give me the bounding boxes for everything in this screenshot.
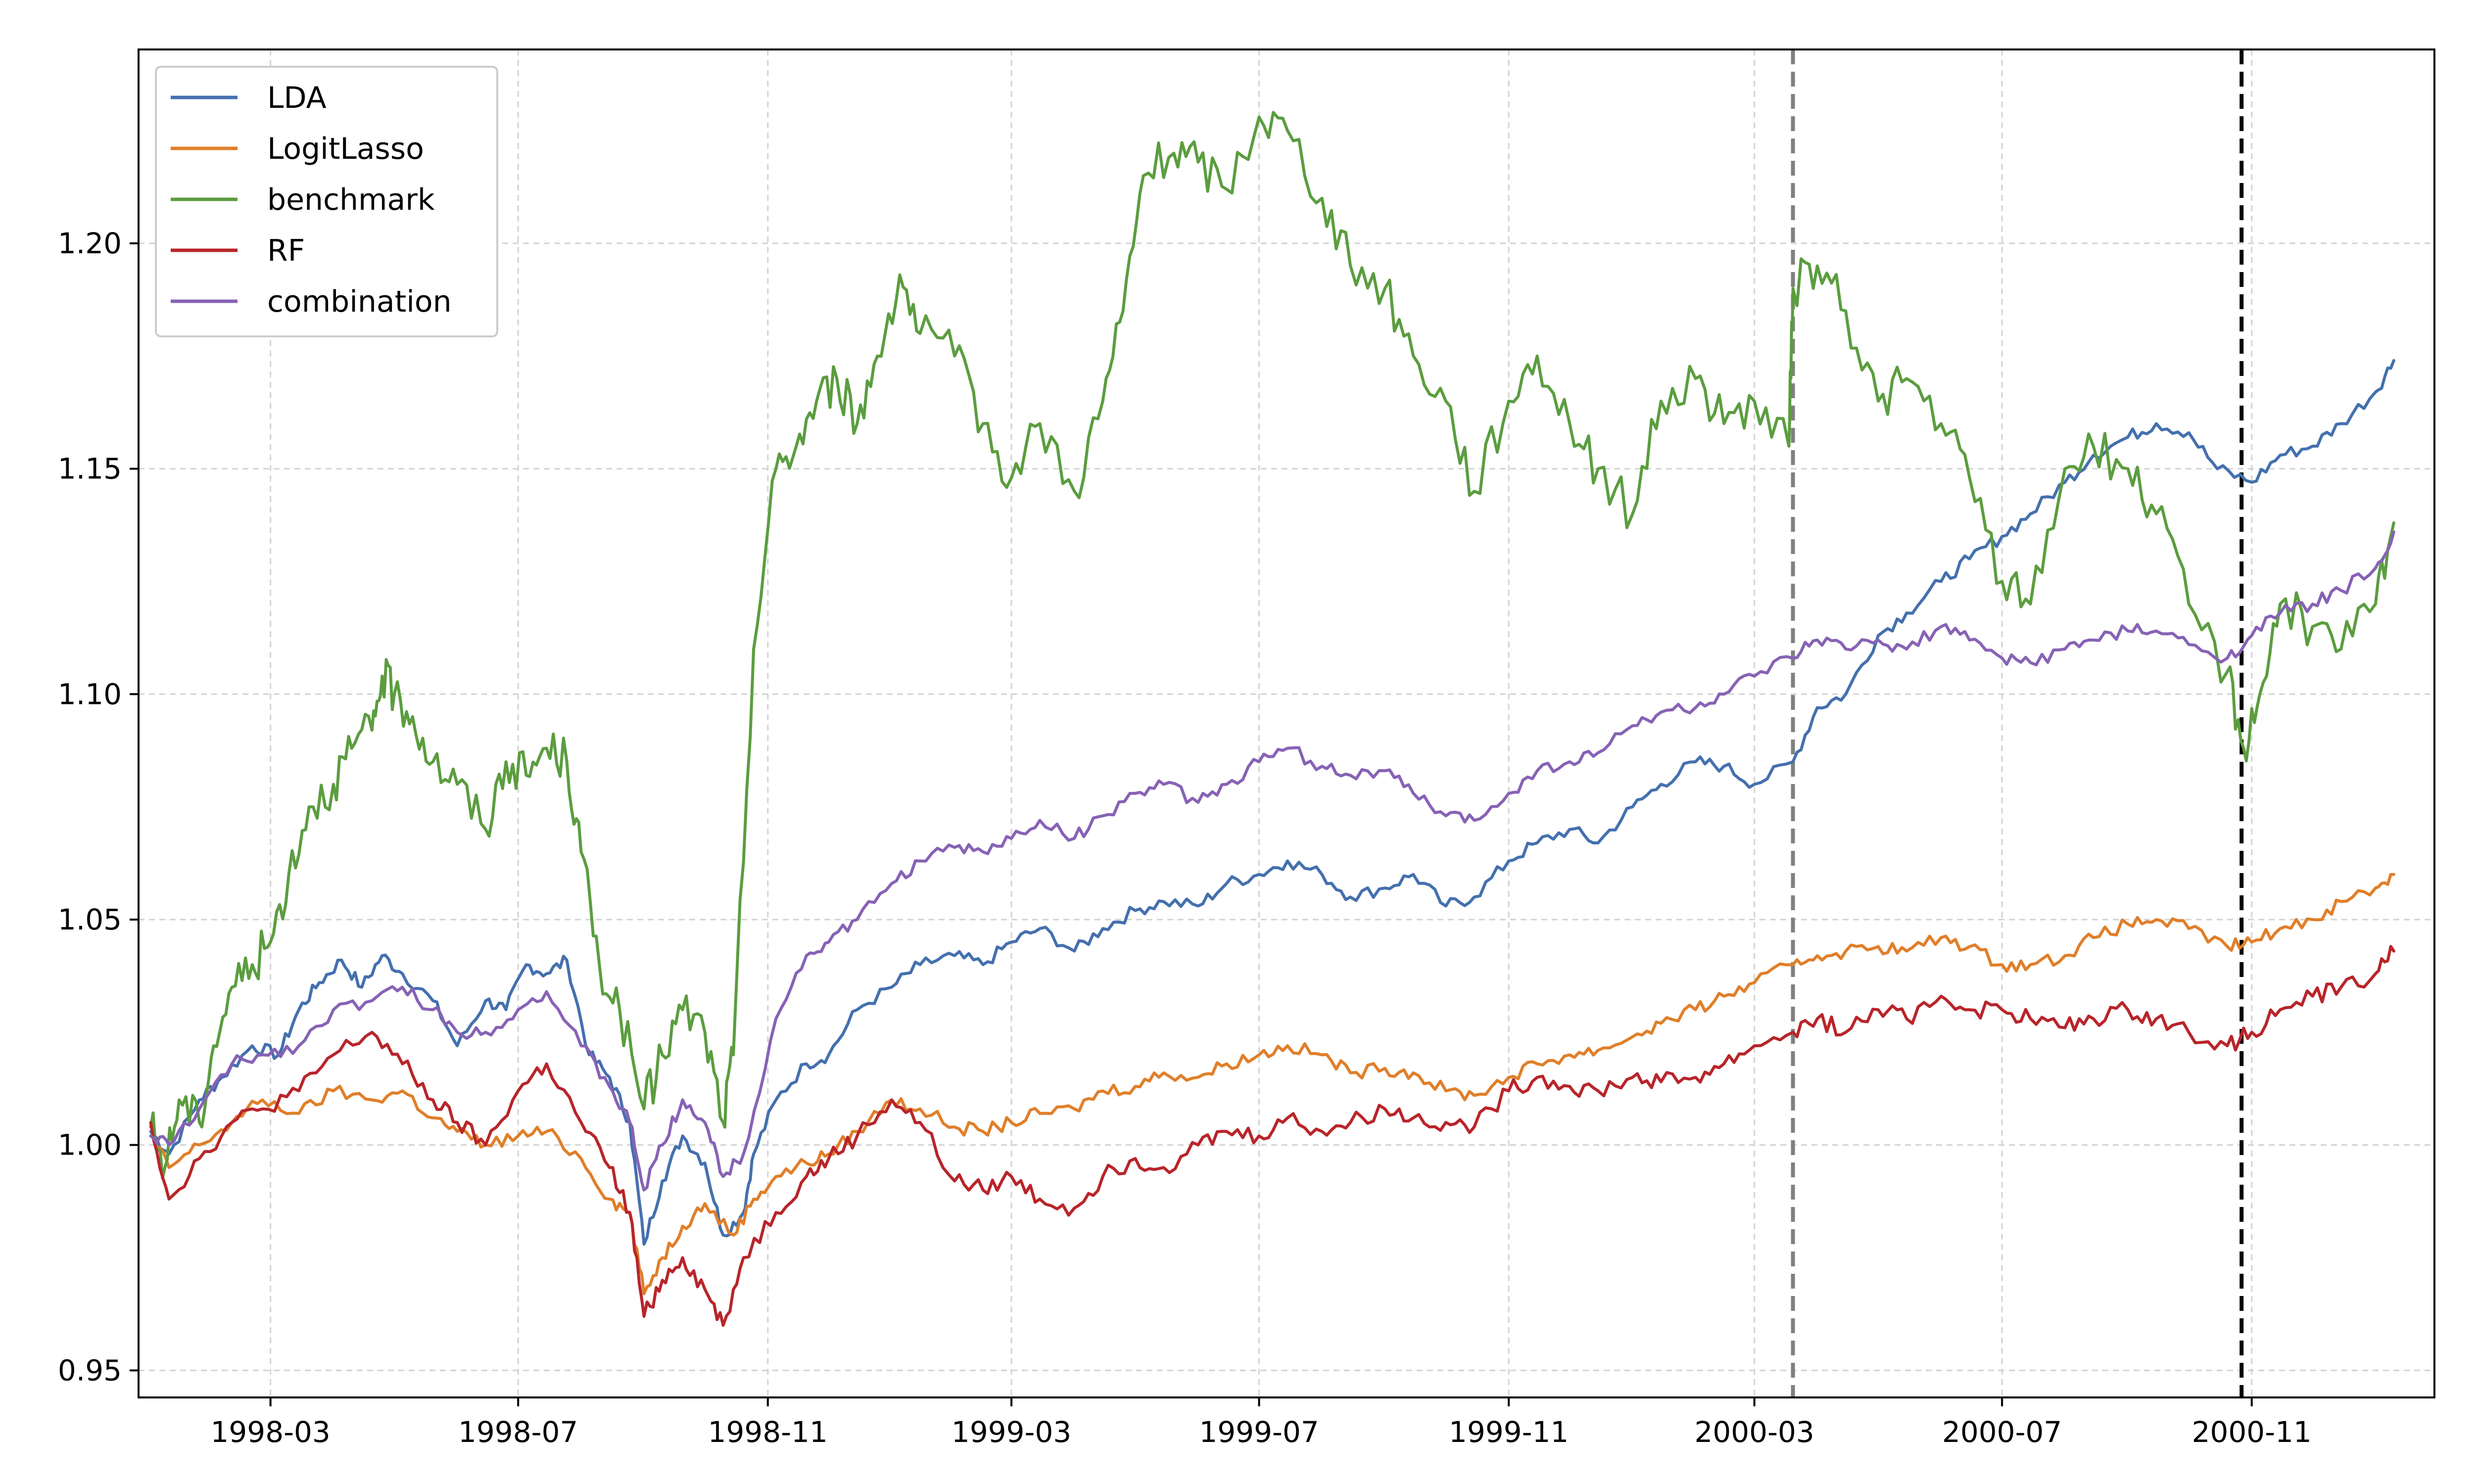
x-tick-label: 1998-11	[708, 1415, 828, 1449]
x-tick-label: 1999-07	[1199, 1415, 1319, 1449]
y-tick-label: 1.10	[58, 677, 122, 711]
y-tick-label: 1.05	[58, 903, 122, 936]
legend-label: LogitLasso	[267, 132, 424, 166]
gridlines	[139, 49, 2434, 1397]
x-tick-label: 1998-03	[210, 1415, 330, 1449]
series-line-lda	[149, 359, 2395, 1246]
x-axis: 1998-03 1998-07 1998-11 1999-03 1999-07 1999-…	[210, 1397, 2312, 1449]
series-line-combination	[149, 530, 2395, 1192]
legend-label: benchmark	[267, 183, 435, 217]
x-tick-label: 2000-03	[1694, 1415, 1814, 1449]
series-line-logitlasso	[149, 873, 2395, 1296]
legend: LDA LogitLasso benchmark RF combination	[155, 66, 498, 337]
reference-lines	[1791, 49, 2244, 1397]
x-tick-label: 1998-07	[458, 1415, 578, 1449]
y-tick-label: 0.95	[58, 1353, 122, 1387]
series-lines	[149, 111, 2395, 1327]
x-tick-label: 2000-07	[1942, 1415, 2062, 1449]
series-line-rf	[149, 945, 2395, 1327]
legend-label: RF	[267, 233, 305, 268]
y-tick-label: 1.15	[58, 452, 122, 486]
y-tick-label: 1.00	[58, 1128, 122, 1162]
x-tick-label: 2000-11	[2192, 1415, 2312, 1449]
legend-label: combination	[267, 284, 452, 319]
plot-frame	[138, 48, 2435, 1398]
legend-label: LDA	[267, 81, 327, 115]
series-line-benchmark	[149, 111, 2395, 1180]
x-tick-label: 1999-03	[952, 1415, 1071, 1449]
legend-frame	[155, 66, 498, 337]
x-tick-label: 1999-11	[1449, 1415, 1569, 1449]
y-axis: 0.95 1.00 1.05 1.10 1.15 1.20	[58, 227, 139, 1387]
y-tick-label: 1.20	[58, 227, 122, 260]
